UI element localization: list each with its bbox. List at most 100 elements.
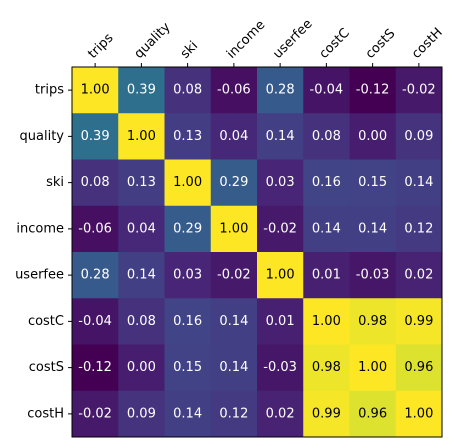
cell-value-label: 0.08 — [127, 314, 156, 329]
cell-value-label: 0.08 — [312, 129, 341, 144]
heatmap-cell — [72, 344, 119, 392]
cell-value-label: -0.04 — [310, 83, 344, 98]
x-tick-label: ski — [178, 39, 201, 62]
heatmap-cell — [257, 205, 304, 253]
cell-value-label: 0.98 — [312, 360, 341, 375]
x-tick-label: income — [224, 18, 268, 62]
heatmap-cell — [164, 67, 212, 114]
heatmap-cells — [72, 67, 443, 438]
cell-value-label: 1.00 — [81, 83, 110, 98]
heatmap-cell — [349, 159, 397, 207]
heatmap-cell — [303, 344, 350, 392]
heatmap-cell — [303, 252, 350, 299]
cell-value-label: 0.99 — [404, 314, 433, 329]
y-tick-label: quality — [20, 129, 65, 144]
cell-value-label: 0.04 — [219, 129, 248, 144]
cell-value-label: 0.00 — [358, 129, 387, 144]
cell-value-label: 0.14 — [219, 314, 248, 329]
heatmap-cell — [118, 67, 165, 114]
cell-value-label: -0.06 — [78, 221, 112, 236]
heatmap-cell — [210, 67, 258, 114]
cell-value-label: -0.12 — [356, 83, 390, 98]
y-tick-label: costC — [28, 314, 64, 329]
cell-value-label: 0.08 — [81, 175, 110, 190]
heatmap-cell — [349, 67, 397, 114]
cell-value-label: 0.14 — [219, 360, 248, 375]
cell-value-label: 0.01 — [312, 268, 341, 283]
heatmap-cell — [72, 252, 119, 299]
x-axis-ticks: trips quality ski income userfee costC costS co… — [85, 17, 446, 67]
heatmap-cell — [72, 67, 119, 114]
x-tick-label: userfee — [270, 17, 315, 62]
heatmap-cell — [210, 390, 258, 438]
cell-value-label: 1.00 — [266, 268, 295, 283]
heatmap-cell — [164, 252, 212, 299]
y-tick-label: costS — [29, 360, 64, 375]
cell-value-label: 1.00 — [404, 406, 433, 421]
cell-value-label: 0.16 — [312, 175, 341, 190]
heatmap-cell-labels: 1.00 0.39 0.08 -0.06 0.28 -0.04 -0.12 -0.02 0.39… — [78, 83, 435, 422]
cell-value-label: 0.12 — [219, 406, 248, 421]
heatmap-cell — [349, 390, 397, 438]
heatmap-cell — [164, 159, 212, 207]
heatmap-cell — [303, 298, 350, 345]
x-tick-label: costH — [409, 25, 446, 62]
cell-value-label: 1.00 — [312, 314, 341, 329]
heatmap-cell — [349, 252, 397, 299]
heatmap-cell — [303, 113, 350, 160]
cell-value-label: 0.98 — [358, 314, 387, 329]
heatmap-cell — [164, 205, 212, 253]
cell-value-label: 0.14 — [404, 175, 433, 190]
heatmap-cell — [118, 390, 165, 438]
heatmap-cell — [395, 205, 443, 253]
heatmap-cell — [395, 298, 443, 345]
y-tick-label: userfee — [15, 268, 64, 283]
cell-value-label: 0.29 — [173, 221, 202, 236]
heatmap-cell — [303, 390, 350, 438]
heatmap-cell — [118, 344, 165, 392]
y-tick-label: ski — [46, 175, 64, 190]
cell-value-label: 0.13 — [127, 175, 156, 190]
cell-value-label: -0.02 — [263, 221, 297, 236]
cell-value-label: 0.39 — [127, 83, 156, 98]
cell-value-label: 0.15 — [358, 175, 387, 190]
heatmap-cell — [164, 113, 212, 160]
heatmap-cell — [303, 205, 350, 253]
heatmap-cell — [257, 344, 304, 392]
cell-value-label: 0.08 — [173, 83, 202, 98]
cell-value-label: 0.14 — [173, 406, 202, 421]
y-tick-label: trips — [35, 83, 64, 98]
cell-value-label: 0.16 — [173, 314, 202, 329]
heatmap-cell — [210, 298, 258, 345]
heatmap-cell — [395, 159, 443, 207]
heatmap-cell — [303, 67, 350, 114]
heatmap-cell — [210, 205, 258, 253]
heatmap-cell — [164, 344, 212, 392]
plot-frame — [71, 66, 443, 438]
heatmap-cell — [395, 390, 443, 438]
x-tick-label: costS — [363, 26, 399, 62]
heatmap-cell — [257, 298, 304, 345]
heatmap-cell — [303, 159, 350, 207]
cell-value-label: 0.14 — [358, 221, 387, 236]
cell-value-label: 1.00 — [219, 221, 248, 236]
heatmap-cell — [257, 113, 304, 160]
cell-value-label: -0.12 — [78, 360, 112, 375]
heatmap-cell — [257, 252, 304, 299]
heatmap-cell — [164, 390, 212, 438]
heatmap-cell — [72, 390, 119, 438]
heatmap-cell — [395, 113, 443, 160]
y-tick-label: costH — [27, 406, 64, 421]
heatmap-cell — [257, 159, 304, 207]
cell-value-label: 0.03 — [266, 175, 295, 190]
heatmap-cell — [72, 159, 119, 207]
cell-value-label: 0.28 — [266, 83, 295, 98]
cell-value-label: 0.02 — [404, 268, 433, 283]
cell-value-label: 0.14 — [266, 129, 295, 144]
cell-value-label: 0.14 — [127, 268, 156, 283]
heatmap-cell — [349, 113, 397, 160]
cell-value-label: 0.04 — [127, 221, 156, 236]
cell-value-label: 0.15 — [173, 360, 202, 375]
x-tick-label: quality — [132, 20, 174, 62]
